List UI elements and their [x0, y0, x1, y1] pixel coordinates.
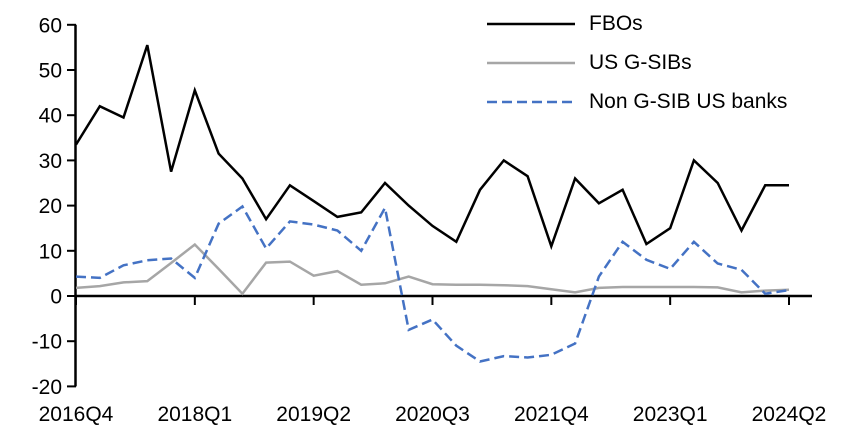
x-tick-label: 2024Q2 [752, 403, 827, 426]
y-tick-label: -10 [32, 331, 62, 354]
x-tick-label: 2016Q4 [39, 403, 114, 426]
legend-line-fbos [487, 22, 575, 26]
y-tick-label: 10 [39, 240, 62, 263]
x-tick-label: 2019Q2 [276, 403, 351, 426]
legend-item-us-gsibs: US G-SIBs [487, 46, 787, 80]
y-tick-label: 40 [39, 105, 62, 128]
legend-line-us-gsibs [487, 61, 575, 65]
y-tick-label: 60 [39, 14, 62, 37]
x-tick-label: 2021Q4 [514, 403, 589, 426]
y-tick-label: 20 [39, 195, 62, 218]
legend-line-non-gsib [487, 100, 575, 104]
series-line-1 [75, 242, 790, 296]
legend-item-fbos: FBOs [487, 7, 787, 41]
x-tick-label: 2023Q1 [633, 403, 708, 426]
x-tick-label: 2018Q1 [157, 403, 232, 426]
series-line-0 [74, 44, 789, 251]
legend-label-non-gsib: Non G-SIB US banks [589, 90, 788, 113]
legend: FBOs US G-SIBs Non G-SIB US banks [487, 7, 787, 124]
y-tick-label: 30 [39, 150, 62, 173]
legend-item-non-gsib: Non G-SIB US banks [487, 85, 787, 119]
y-tick-label: 0 [50, 286, 62, 309]
legend-label-us-gsibs: US G-SIBs [589, 51, 692, 74]
y-tick-label: -20 [32, 376, 62, 399]
series-line-2 [75, 204, 790, 363]
y-tick-label: 50 [39, 60, 62, 83]
x-tick-label: 2020Q3 [395, 403, 470, 426]
legend-label-fbos: FBOs [589, 12, 643, 35]
